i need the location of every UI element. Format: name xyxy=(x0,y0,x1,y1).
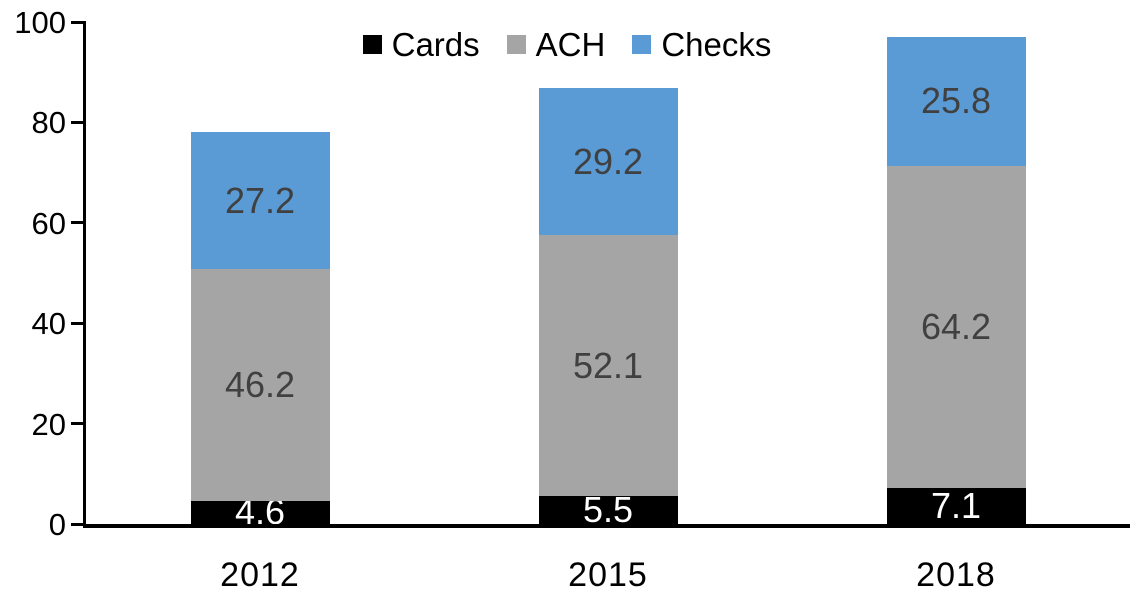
y-tick xyxy=(71,221,83,225)
y-tick xyxy=(71,522,83,526)
data-label: 52.1 xyxy=(572,344,644,386)
y-tick xyxy=(71,422,83,426)
legend-swatch-cards-icon xyxy=(362,35,382,54)
y-tick-label: 60 xyxy=(31,205,66,241)
bar-segment-checks-2018: 25.8 xyxy=(886,36,1026,167)
legend-swatch-ach-icon xyxy=(506,35,526,54)
bar-segment-ach-2018: 64.2 xyxy=(886,166,1026,489)
legend-swatch-checks-icon xyxy=(632,35,652,54)
legend-item-cards: Cards xyxy=(362,26,480,63)
data-label: 64.2 xyxy=(920,306,992,348)
legend-item-checks: Checks xyxy=(632,28,771,61)
x-category-label: 2015 xyxy=(568,556,648,594)
bar-segment-checks-2012: 27.2 xyxy=(190,132,330,269)
y-tick-label: 20 xyxy=(31,406,66,442)
data-label: 27.2 xyxy=(224,179,296,221)
bar-segment-cards-2012: 4.6 xyxy=(190,494,330,530)
y-tick-label: 80 xyxy=(31,105,66,141)
y-axis-line xyxy=(83,21,86,528)
y-tick-label: 100 xyxy=(14,5,66,40)
legend: Cards ACH Checks xyxy=(0,28,1134,61)
x-axis-line xyxy=(83,524,1130,528)
legend-label: Cards xyxy=(391,26,480,63)
data-label: 29.2 xyxy=(572,140,644,182)
data-label: 7.1 xyxy=(930,485,982,527)
bar-segment-checks-2015: 29.2 xyxy=(538,88,678,235)
x-category-label: 2018 xyxy=(916,556,996,594)
bar-segment-cards-2018: 7.1 xyxy=(886,485,1026,527)
data-label: 25.8 xyxy=(920,80,992,122)
data-label: 46.2 xyxy=(224,363,296,405)
legend-label: Checks xyxy=(661,26,772,63)
y-tick-label: 40 xyxy=(31,306,66,342)
bar-segment-cards-2015: 5.5 xyxy=(538,492,678,528)
data-label: 5.5 xyxy=(582,489,634,531)
y-tick xyxy=(71,120,83,124)
x-category-label: 2012 xyxy=(220,556,300,594)
legend-item-ach: ACH xyxy=(506,26,606,63)
legend-label: ACH xyxy=(535,26,606,63)
bar-segment-ach-2012: 46.2 xyxy=(190,268,330,501)
y-tick-label: 0 xyxy=(48,507,66,542)
bar-segment-ach-2015: 52.1 xyxy=(538,234,678,497)
y-tick xyxy=(71,20,83,24)
y-tick xyxy=(71,321,83,325)
